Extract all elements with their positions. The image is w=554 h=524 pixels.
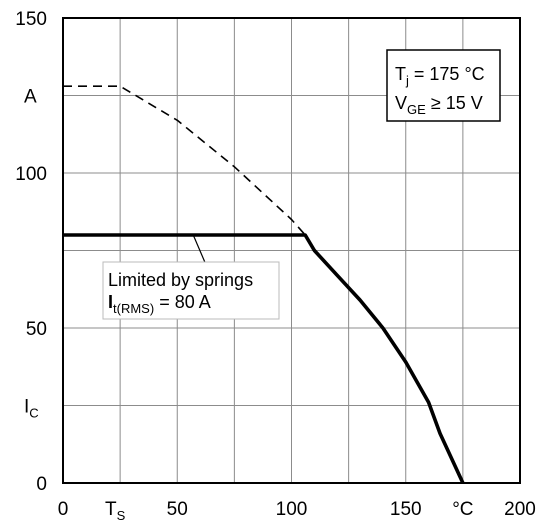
series bbox=[63, 85, 465, 484]
cond2-rest: ≥ 15 V bbox=[426, 93, 483, 113]
annotation-current-value: = 80 A bbox=[154, 292, 211, 312]
annotation: Limited by springs It(RMS) = 80 A bbox=[102, 234, 280, 320]
plot-frame bbox=[62, 17, 521, 484]
y-tick-label: 150 bbox=[15, 9, 47, 30]
annotation-line1: Limited by springs bbox=[108, 270, 253, 290]
conditions-box: Tj = 175 °C VGE ≥ 15 V bbox=[386, 49, 501, 122]
annotation-box bbox=[102, 261, 280, 320]
annotation-current-sub: t(RMS) bbox=[113, 301, 154, 316]
series-line-solid bbox=[63, 233, 465, 484]
y-tick-label: 0 bbox=[36, 474, 47, 495]
cond2-main: V bbox=[395, 93, 407, 113]
y-axis-unit-sub: C bbox=[29, 406, 38, 421]
conditions-box-frame bbox=[386, 49, 501, 122]
annotation-line2: It(RMS) = 80 A bbox=[108, 292, 211, 316]
y-axis-unit-label: A bbox=[24, 87, 37, 108]
x-axis-unit-main: °C bbox=[452, 499, 473, 520]
cond1-sub: j bbox=[405, 73, 409, 88]
cond1-main: T bbox=[395, 64, 406, 84]
x-axis-labels: 0 50 100 150 200 TS °C bbox=[58, 499, 536, 523]
y-axis-unit-main: I bbox=[24, 397, 29, 418]
x-axis-unit-main: T bbox=[105, 499, 117, 520]
x-axis-unit-sub: S bbox=[117, 508, 126, 523]
x-tick-label: 50 bbox=[167, 499, 188, 520]
y-axis-unit-label: IC bbox=[24, 397, 39, 421]
annotation-leader-line bbox=[192, 234, 206, 264]
x-tick-label: 200 bbox=[504, 499, 536, 520]
y-tick-label: 50 bbox=[26, 319, 47, 340]
annotation-current-symbol: I bbox=[108, 292, 113, 312]
x-tick-label: 0 bbox=[58, 499, 69, 520]
x-axis-unit-label: TS bbox=[105, 499, 126, 523]
x-tick-label: 150 bbox=[390, 499, 422, 520]
x-tick-label: 100 bbox=[276, 499, 308, 520]
x-axis-unit-label: °C bbox=[452, 499, 473, 520]
y-axis-labels: 0 50 100 150 A IC bbox=[15, 9, 47, 495]
y-axis-unit-main: A bbox=[24, 87, 37, 108]
condition-junction-temp: Tj = 175 °C bbox=[395, 64, 485, 88]
condition-gate-voltage: VGE ≥ 15 V bbox=[395, 93, 483, 117]
cond1-rest: = 175 °C bbox=[409, 64, 485, 84]
cond2-sub: GE bbox=[407, 102, 426, 117]
y-tick-label: 100 bbox=[15, 164, 47, 185]
series-line-dashed bbox=[63, 85, 306, 236]
